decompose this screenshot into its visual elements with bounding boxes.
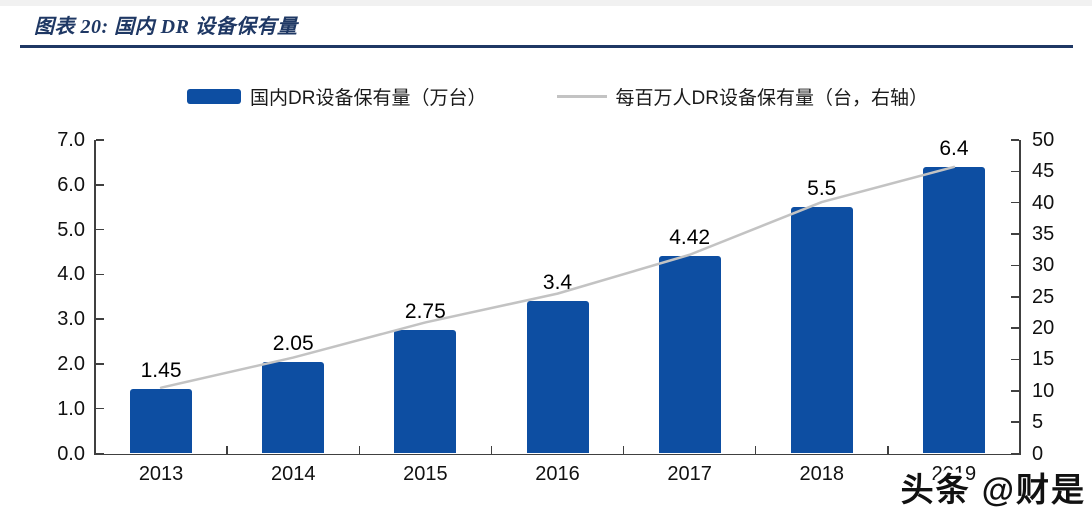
legend-item-bars: 国内DR设备保有量（万台） [187,83,487,110]
y-axis-label-left: 4.0 [57,263,85,286]
left-axis-tick [95,139,104,141]
y-axis-label-right: 45 [1032,160,1055,183]
y-axis-label-left: 2.0 [57,352,85,375]
right-axis-tick [1011,358,1019,361]
y-axis-label-right: 40 [1032,191,1055,214]
y-axis-label-right: 0 [1032,442,1044,465]
y-axis-label-right: 20 [1032,317,1055,340]
bar [394,330,457,454]
top-strip [0,0,1092,6]
right-axis-tick [1011,201,1019,204]
bar [658,255,721,454]
x-axis-tick [622,445,625,454]
bar [262,361,325,454]
left-axis-tick [95,318,104,320]
y-axis-label-right: 10 [1032,379,1055,402]
x-axis-tick [754,445,757,454]
left-axis-line [94,140,96,454]
title-rule [20,45,1073,48]
bar-value-label: 4.42 [669,225,711,249]
legend-label-line: 每百万人DR设备保有量（台，右轴） [615,87,928,109]
bar-value-label: 5.5 [807,177,837,201]
line-series-swatch-icon [556,94,607,98]
x-axis-tick [887,445,889,454]
right-axis-tick [1011,390,1019,392]
left-axis-tick [95,184,104,186]
right-axis-line [1019,140,1021,454]
y-axis-label-left: 7.0 [57,129,85,151]
watermark: 头条 @财是 [900,471,1086,508]
right-axis-tick [1011,139,1019,141]
bar-series-swatch-icon [187,88,242,104]
bar [130,388,193,454]
x-axis-label: 2013 [138,463,184,485]
y-axis-label-right: 30 [1032,254,1055,277]
x-axis-label: 2014 [270,463,316,485]
left-axis-tick [95,228,104,231]
bar [790,207,853,454]
bar [922,166,985,454]
legend-label-bars: 国内DR设备保有量（万台） [250,87,487,109]
x-axis-label: 2015 [403,463,448,485]
bar-value-label: 2.75 [404,300,446,324]
bar-value-label: 6.4 [939,136,969,160]
right-axis-tick [1011,170,1019,173]
bar-value-label: 3.4 [542,271,573,295]
x-axis-label: 2018 [799,463,845,485]
right-axis-tick [1011,452,1019,455]
y-axis-label-right: 50 [1032,129,1055,151]
x-axis-tick [226,445,228,454]
y-axis-label-right: 5 [1032,411,1044,434]
figure-title: 图表 20: 国内 DR 设备保有量 [34,16,298,38]
x-axis-label: 2019 [931,463,977,485]
bottom-axis-line [94,453,1021,455]
x-axis-tick [358,445,361,454]
y-axis-label-right: 35 [1032,223,1055,246]
left-axis-tick [95,363,104,365]
x-axis-tick [490,445,493,454]
right-axis-tick [1011,296,1019,298]
y-axis-label-left: 6.0 [57,173,85,196]
legend-item-line: 每百万人DR设备保有量（台，右轴） [556,83,928,110]
y-axis-label-left: 3.0 [57,308,85,331]
left-axis-tick [95,273,104,276]
right-axis-tick [1011,421,1019,423]
left-axis-tick [95,407,104,410]
right-axis-tick [1011,327,1019,329]
y-axis-label-right: 15 [1032,348,1055,371]
bar [526,301,589,454]
right-axis-tick [1011,264,1019,267]
left-axis-tick [95,452,104,455]
y-axis-label-right: 25 [1032,285,1055,308]
right-axis-tick [1011,233,1019,235]
bar-value-label: 2.05 [272,331,314,355]
y-axis-label-left: 1.0 [57,397,85,420]
chart-legend: 国内DR设备保有量（万台） 每百万人DR设备保有量（台，右轴） [95,83,1020,110]
x-axis-label: 2017 [667,463,712,485]
y-axis-label-left: 5.0 [57,218,85,241]
bar-value-label: 1.45 [140,358,182,382]
y-axis-label-left: 0.0 [57,442,85,465]
x-axis-label: 2016 [535,463,580,485]
